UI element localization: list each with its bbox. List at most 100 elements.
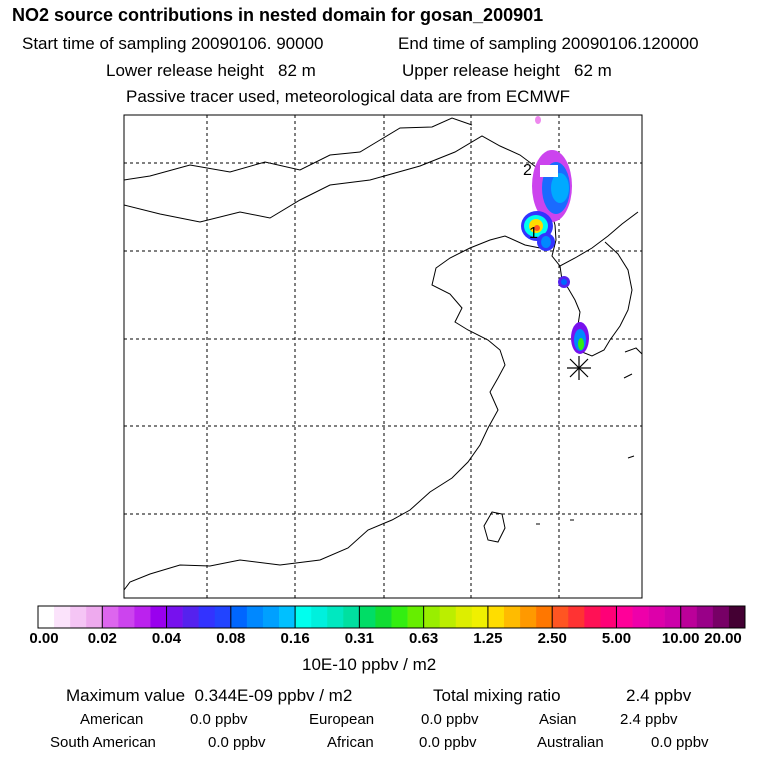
lower-height-label: Lower release height 82 m — [106, 61, 316, 80]
colorbar-cell — [471, 606, 489, 628]
colorbar-cell — [70, 606, 87, 628]
colorbar-cell — [262, 606, 280, 628]
colorbar-cell — [375, 606, 392, 628]
colorbar-cell — [423, 606, 441, 628]
colorbar-cell — [102, 606, 119, 628]
small-islands — [536, 373, 635, 525]
region-american-label: American — [80, 711, 144, 728]
colorbar-tick-label: 10.00 — [661, 630, 700, 647]
region-african-label: African — [327, 734, 374, 751]
max-value-label: Maximum value 0.344E-09 ppbv / m2 — [66, 686, 353, 705]
china-coast — [123, 235, 541, 591]
japan-island — [624, 347, 643, 355]
region-european-label: European — [309, 711, 375, 728]
plot-title: NO2 source contributions in nested domai… — [12, 5, 544, 25]
receptor-asterisk-icon — [567, 356, 591, 380]
colorbar-cell — [166, 606, 183, 628]
colorbar-tick-label: 0.08 — [216, 630, 246, 647]
colorbar-tick-label: 0.00 — [29, 630, 59, 647]
colorbar-tick-label: 1.25 — [473, 630, 503, 647]
colorbar-tick-label: 2.50 — [537, 630, 567, 647]
region-south-american-label: South American — [50, 734, 156, 751]
region-american-value: 0.0 ppbv — [190, 711, 248, 728]
plume-south2-inner — [561, 279, 567, 285]
colorbar-cell — [503, 606, 521, 628]
total-mixing-label: Total mixing ratio — [433, 686, 561, 705]
coastlines — [123, 117, 643, 591]
colorbar-cell — [38, 606, 55, 628]
colorbar-cell — [134, 606, 151, 628]
colorbar-cell — [279, 606, 296, 628]
colorbar-cell — [214, 606, 232, 628]
end-time-label: End time of sampling 20090106.120000 — [398, 34, 699, 53]
region-asian-value: 2.4 ppbv — [620, 711, 678, 728]
region-asian-label: Asian — [539, 711, 577, 728]
colorbar-cell — [54, 606, 71, 628]
colorbar-tick-label: 0.16 — [280, 630, 310, 647]
colorbar-cell — [343, 606, 360, 628]
korea-peninsula — [559, 241, 633, 357]
colorbar-cell — [359, 606, 376, 628]
plume-upper-inner — [551, 173, 569, 203]
colorbar-cell — [86, 606, 103, 628]
total-mixing-value: 2.4 ppbv — [626, 686, 692, 705]
border-mongolia — [123, 117, 473, 181]
plume-north-tip — [535, 116, 541, 124]
colorbar-cell — [487, 606, 505, 628]
plume-site1-hot — [534, 225, 540, 231]
region-south-american-value: 0.0 ppbv — [208, 734, 266, 751]
colorbar-cell — [680, 606, 698, 628]
colorbar-cell — [632, 606, 649, 628]
upper-height-label: Upper release height 62 m — [402, 61, 612, 80]
colorbar-tick-label: 0.31 — [344, 630, 374, 647]
colorbar-cell — [664, 606, 682, 628]
colorbar-cell — [327, 606, 344, 628]
colorbar-cell — [584, 606, 601, 628]
colorbar-cell — [536, 606, 553, 628]
region-australian-label: Australian — [537, 734, 604, 751]
colorbar-cell — [648, 606, 665, 628]
region-european-value: 0.0 ppbv — [421, 711, 479, 728]
colorbar-cell — [696, 606, 714, 628]
colorbar-tick-label: 5.00 — [601, 630, 632, 647]
colorbar-cell — [311, 606, 328, 628]
plume-gap — [540, 165, 558, 177]
colorbar-frame — [37, 605, 746, 629]
colorbar-tick-label: 20.00 — [704, 630, 742, 647]
start-time-label: Start time of sampling 20090106. 90000 — [22, 34, 324, 53]
annotation-2: 2 — [523, 162, 532, 179]
colorbar-cell — [568, 606, 585, 628]
colorbar-cell — [295, 606, 312, 628]
colorbar-cell — [407, 606, 424, 628]
colorbar-cell — [150, 606, 167, 628]
colorbar-unit: 10E-10 ppbv / m2 — [302, 655, 437, 674]
colorbar-cell — [600, 606, 617, 628]
colorbar-cell — [552, 606, 569, 628]
colorbar-cell — [230, 606, 248, 628]
colorbar-tick-label: 0.02 — [87, 630, 117, 647]
note-label: Passive tracer used, meteorological data… — [126, 87, 571, 106]
taiwan-island — [483, 511, 506, 543]
colorbar-tick-label: 0.63 — [408, 630, 439, 647]
colorbar-cell — [712, 606, 730, 628]
plume-korea-core — [578, 338, 584, 350]
colorbar-tick-label: 0.04 — [151, 630, 182, 647]
region-australian-value: 0.0 ppbv — [651, 734, 709, 751]
colorbar-cell — [520, 606, 537, 628]
colorbar-cell — [391, 606, 408, 628]
korea-border — [551, 211, 639, 267]
colorbar-cell — [439, 606, 457, 628]
annotation-1: 1 — [529, 225, 538, 242]
colorbar-cell — [616, 606, 633, 628]
border-inner — [123, 135, 556, 226]
region-african-value: 0.0 ppbv — [419, 734, 477, 751]
colorbar-cell — [246, 606, 264, 628]
colorbar-cell — [728, 606, 746, 628]
concentration-plume — [521, 116, 589, 354]
colorbar-cell — [118, 606, 135, 628]
colorbar-cell — [182, 606, 199, 628]
plume-south1-inner — [541, 236, 551, 248]
colorbar-cell — [198, 606, 216, 628]
